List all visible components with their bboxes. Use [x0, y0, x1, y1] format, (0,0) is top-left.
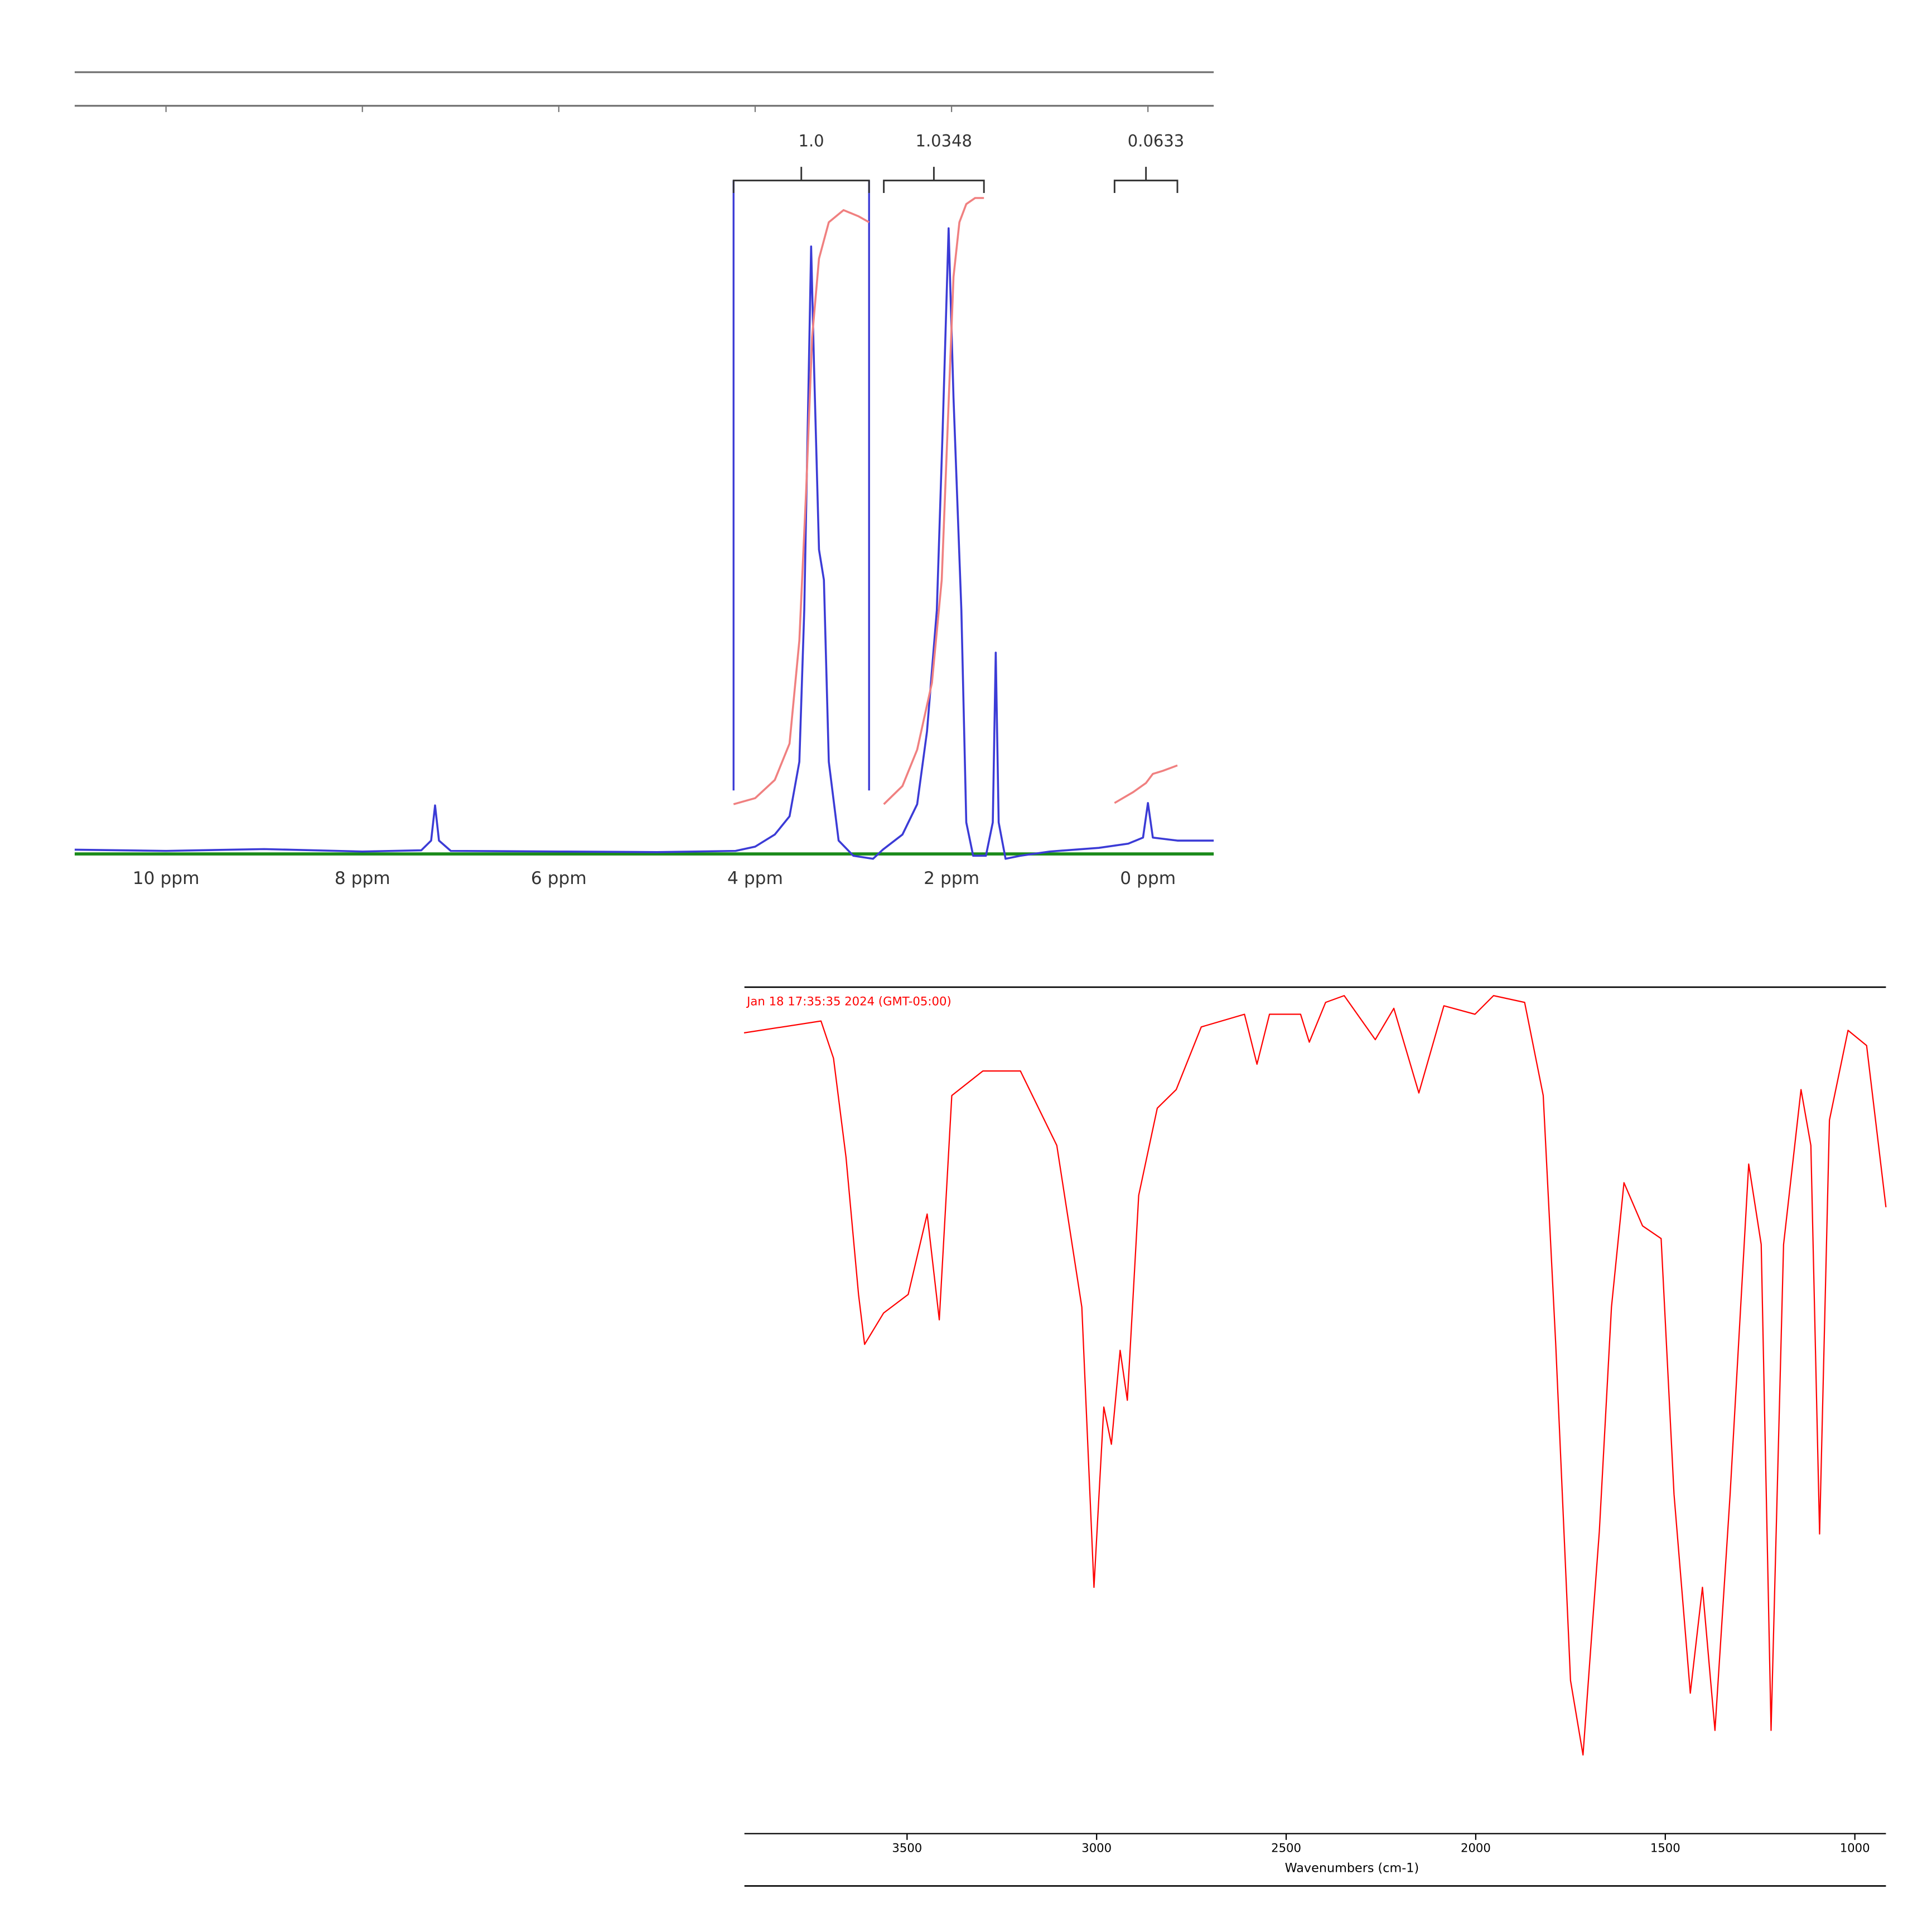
series-line [733, 209, 870, 805]
series-line [743, 995, 1887, 1756]
x-tick-label: 0 ppm [1120, 868, 1176, 888]
x-tick-label: 1000 [1840, 1841, 1870, 1854]
series-line [74, 227, 1214, 860]
annotation: Jan 18 17:35:35 2024 (GMT-05:00) [746, 994, 951, 1008]
x-tick-label: 2000 [1461, 1841, 1491, 1854]
integral-bracket [883, 167, 985, 193]
x-tick-label: 3500 [892, 1841, 922, 1854]
integral-bracket [732, 167, 870, 193]
integral-label: 1.0348 [916, 131, 972, 150]
series-line [1114, 764, 1178, 804]
integral-label: 0.0633 [1128, 131, 1184, 150]
x-tick-label: 8 ppm [335, 868, 390, 888]
x-tick-label: 2500 [1271, 1841, 1301, 1854]
x-tick-label: 2 ppm [924, 868, 979, 888]
x-tick-label: 4 ppm [727, 868, 783, 888]
x-tick-label: 3000 [1081, 1841, 1112, 1854]
x-tick-label: 1500 [1650, 1841, 1680, 1854]
x-axis-label: Wavenumbers (cm-1) [1285, 1861, 1419, 1876]
series-line [883, 197, 984, 805]
integral-label: 1.0 [799, 131, 824, 150]
x-tick-label: 6 ppm [531, 868, 587, 888]
integral-bracket [1113, 167, 1178, 193]
x-tick-label: 10 ppm [133, 868, 200, 888]
